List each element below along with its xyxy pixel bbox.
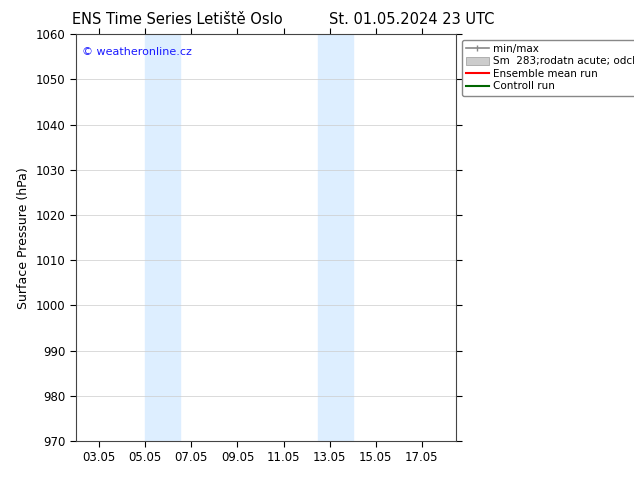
Text: ENS Time Series Letiště Oslo: ENS Time Series Letiště Oslo (72, 12, 283, 27)
Bar (318, 34, 353, 441)
Legend: min/max, Sm  283;rodatn acute; odchylka, Ensemble mean run, Controll run: min/max, Sm 283;rodatn acute; odchylka, … (462, 40, 634, 96)
Bar (145, 34, 180, 441)
Text: St. 01.05.2024 23 UTC: St. 01.05.2024 23 UTC (330, 12, 495, 27)
Y-axis label: Surface Pressure (hPa): Surface Pressure (hPa) (17, 167, 30, 309)
Text: © weatheronline.cz: © weatheronline.cz (82, 47, 191, 56)
